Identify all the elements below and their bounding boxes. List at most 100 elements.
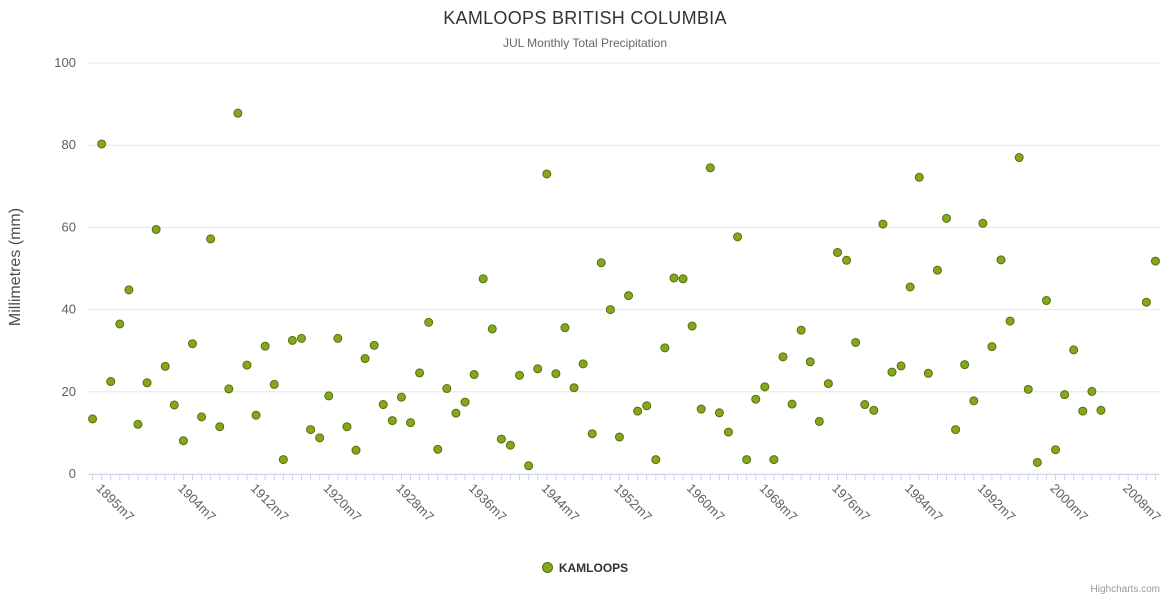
data-point[interactable] bbox=[624, 291, 634, 301]
data-point[interactable] bbox=[360, 354, 370, 364]
data-point[interactable] bbox=[505, 440, 515, 450]
data-point[interactable] bbox=[342, 422, 352, 432]
data-point[interactable] bbox=[923, 368, 933, 378]
data-point[interactable] bbox=[160, 361, 170, 371]
data-point[interactable] bbox=[814, 416, 824, 426]
data-point[interactable] bbox=[842, 255, 852, 265]
data-point[interactable] bbox=[442, 384, 452, 394]
data-point[interactable] bbox=[187, 339, 197, 349]
data-point[interactable] bbox=[387, 416, 397, 426]
data-point[interactable] bbox=[1005, 316, 1015, 326]
data-point[interactable] bbox=[315, 433, 325, 443]
data-point[interactable] bbox=[406, 418, 416, 428]
data-point[interactable] bbox=[996, 255, 1006, 265]
highcharts-credit[interactable]: Highcharts.com bbox=[1090, 584, 1160, 595]
data-point[interactable] bbox=[905, 282, 915, 292]
data-point[interactable] bbox=[1078, 406, 1088, 416]
data-point[interactable] bbox=[1014, 153, 1024, 163]
data-point[interactable] bbox=[869, 405, 879, 415]
data-point[interactable] bbox=[478, 274, 488, 284]
data-point[interactable] bbox=[678, 274, 688, 284]
data-point[interactable] bbox=[306, 425, 316, 435]
data-point[interactable] bbox=[942, 213, 952, 223]
data-point[interactable] bbox=[124, 285, 134, 295]
data-point[interactable] bbox=[705, 163, 715, 173]
data-point[interactable] bbox=[932, 265, 942, 275]
data-point[interactable] bbox=[88, 414, 98, 424]
data-point[interactable] bbox=[515, 370, 525, 380]
data-point[interactable] bbox=[551, 369, 561, 379]
data-point[interactable] bbox=[496, 434, 506, 444]
data-point[interactable] bbox=[878, 219, 888, 229]
data-point[interactable] bbox=[115, 319, 125, 329]
data-point[interactable] bbox=[832, 247, 842, 257]
data-point[interactable] bbox=[133, 419, 143, 429]
data-point[interactable] bbox=[560, 323, 570, 333]
data-point[interactable] bbox=[805, 357, 815, 367]
data-point[interactable] bbox=[469, 370, 479, 380]
data-point[interactable] bbox=[1051, 445, 1061, 455]
data-point[interactable] bbox=[760, 382, 770, 392]
data-point[interactable] bbox=[206, 234, 216, 244]
data-point[interactable] bbox=[433, 444, 443, 454]
data-point[interactable] bbox=[1087, 386, 1097, 396]
data-point[interactable] bbox=[733, 232, 743, 242]
data-point[interactable] bbox=[578, 359, 588, 369]
data-point[interactable] bbox=[351, 445, 361, 455]
data-point[interactable] bbox=[914, 172, 924, 182]
data-point[interactable] bbox=[487, 324, 497, 334]
data-point[interactable] bbox=[987, 342, 997, 352]
data-point[interactable] bbox=[596, 258, 606, 268]
data-point[interactable] bbox=[787, 399, 797, 409]
data-point[interactable] bbox=[769, 455, 779, 465]
data-point[interactable] bbox=[1060, 390, 1070, 400]
data-point[interactable] bbox=[605, 305, 615, 315]
data-point[interactable] bbox=[369, 340, 379, 350]
data-point[interactable] bbox=[142, 378, 152, 388]
data-point[interactable] bbox=[269, 379, 279, 389]
data-point[interactable] bbox=[778, 352, 788, 362]
legend[interactable]: KAMLOOPS bbox=[0, 560, 1170, 578]
data-point[interactable] bbox=[378, 400, 388, 410]
data-point[interactable] bbox=[396, 392, 406, 402]
data-point[interactable] bbox=[224, 384, 234, 394]
data-point[interactable] bbox=[714, 408, 724, 418]
data-point[interactable] bbox=[569, 383, 579, 393]
data-point[interactable] bbox=[951, 425, 961, 435]
data-point[interactable] bbox=[424, 317, 434, 327]
data-point[interactable] bbox=[978, 218, 988, 228]
data-point[interactable] bbox=[151, 224, 161, 234]
data-point[interactable] bbox=[260, 341, 270, 351]
data-point[interactable] bbox=[542, 169, 552, 179]
data-point[interactable] bbox=[851, 337, 861, 347]
data-point[interactable] bbox=[860, 400, 870, 410]
data-point[interactable] bbox=[97, 139, 107, 149]
data-point[interactable] bbox=[296, 333, 306, 343]
data-point[interactable] bbox=[614, 432, 624, 442]
data-point[interactable] bbox=[242, 360, 252, 370]
data-point[interactable] bbox=[751, 394, 761, 404]
data-point[interactable] bbox=[969, 396, 979, 406]
data-point[interactable] bbox=[1032, 457, 1042, 467]
data-point[interactable] bbox=[233, 108, 243, 118]
data-point[interactable] bbox=[669, 273, 679, 283]
data-point[interactable] bbox=[333, 333, 343, 343]
data-point[interactable] bbox=[796, 325, 806, 335]
data-point[interactable] bbox=[687, 321, 697, 331]
data-point[interactable] bbox=[1150, 256, 1160, 266]
data-point[interactable] bbox=[106, 377, 116, 387]
data-point[interactable] bbox=[169, 400, 179, 410]
data-point[interactable] bbox=[197, 412, 207, 422]
data-point[interactable] bbox=[324, 391, 334, 401]
data-point[interactable] bbox=[524, 461, 534, 471]
data-point[interactable] bbox=[642, 401, 652, 411]
data-point[interactable] bbox=[633, 406, 643, 416]
data-point[interactable] bbox=[887, 367, 897, 377]
data-point[interactable] bbox=[415, 368, 425, 378]
data-point[interactable] bbox=[696, 404, 706, 414]
data-point[interactable] bbox=[1069, 345, 1079, 355]
data-point[interactable] bbox=[215, 422, 225, 432]
data-point[interactable] bbox=[460, 397, 470, 407]
data-point[interactable] bbox=[251, 410, 261, 420]
